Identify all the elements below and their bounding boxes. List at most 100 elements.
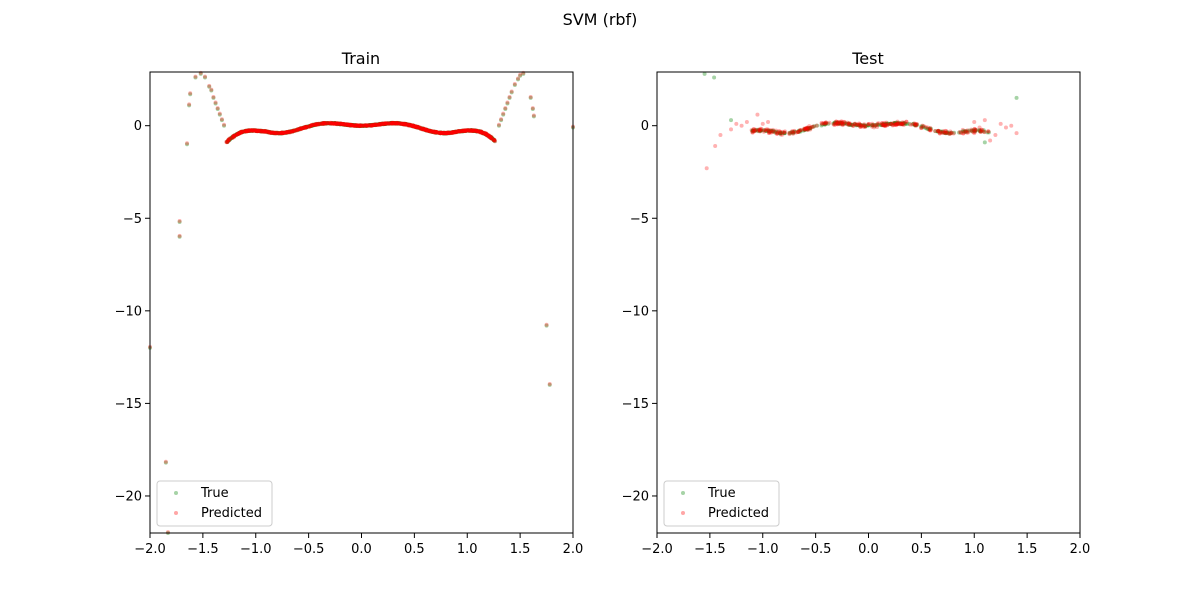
train-predicted-point bbox=[243, 129, 248, 134]
train-predicted-point bbox=[321, 121, 326, 126]
train-predicted-point bbox=[225, 139, 230, 144]
train-predicted-point bbox=[239, 129, 244, 134]
test-predicted-point bbox=[803, 126, 808, 131]
train-true-point bbox=[503, 107, 508, 112]
train-predicted-point bbox=[321, 121, 326, 126]
train-true-point bbox=[363, 123, 368, 128]
train-predicted-point bbox=[283, 130, 288, 135]
train-predicted-point bbox=[364, 123, 369, 128]
train-true-point bbox=[312, 122, 317, 127]
train-predicted-point bbox=[410, 124, 415, 129]
train-true-point bbox=[277, 131, 282, 136]
test-true-point bbox=[892, 120, 897, 125]
test-predicted-point bbox=[713, 144, 718, 149]
train-predicted-point bbox=[394, 120, 399, 125]
train-true-point bbox=[461, 129, 466, 134]
train-true-point bbox=[369, 123, 374, 128]
test-true-point bbox=[883, 123, 888, 128]
train-predicted-point bbox=[348, 122, 353, 127]
train-predicted-point bbox=[369, 123, 374, 128]
test-true-point bbox=[754, 127, 759, 132]
train-predicted-point bbox=[443, 131, 448, 136]
train-predicted-point bbox=[456, 129, 461, 134]
test-predicted-point bbox=[933, 128, 938, 133]
train-true-point bbox=[359, 123, 364, 128]
train-true-point bbox=[341, 122, 346, 127]
test-predicted-point bbox=[757, 129, 762, 134]
train-true-point bbox=[323, 121, 328, 126]
train-true-point bbox=[326, 121, 331, 126]
train-predicted-point bbox=[421, 127, 426, 132]
test-true-point bbox=[846, 121, 851, 126]
test-true-point bbox=[857, 123, 862, 128]
train-predicted-point bbox=[480, 130, 485, 135]
test-predicted-point bbox=[759, 127, 764, 132]
train-true-point bbox=[404, 122, 409, 127]
train-predicted-point bbox=[426, 129, 431, 134]
test-true-point bbox=[1014, 95, 1019, 100]
train-predicted-point bbox=[268, 130, 273, 135]
train-true-point bbox=[278, 131, 283, 136]
train-predicted-point bbox=[369, 123, 374, 128]
train-true-point bbox=[474, 128, 479, 133]
test-true-point bbox=[898, 121, 903, 126]
train-true-point bbox=[359, 123, 364, 128]
train-true-point bbox=[226, 138, 231, 143]
train-predicted-point bbox=[355, 123, 360, 128]
train-predicted-point bbox=[358, 123, 363, 128]
train-predicted-point bbox=[392, 121, 397, 126]
train-true-point bbox=[245, 129, 250, 134]
test-predicted-point bbox=[756, 128, 761, 133]
train-true-point bbox=[441, 131, 446, 136]
test-true-point bbox=[900, 121, 905, 126]
test-predicted-point bbox=[961, 131, 966, 136]
train-true-point bbox=[259, 129, 264, 134]
train-true-point bbox=[234, 132, 239, 137]
train-true-point bbox=[445, 130, 450, 135]
train-predicted-point bbox=[313, 122, 318, 127]
train-true-point bbox=[507, 95, 512, 100]
train-predicted-point bbox=[261, 129, 266, 134]
train-true-point bbox=[372, 122, 377, 127]
train-predicted-point bbox=[344, 122, 349, 127]
train-predicted-point bbox=[457, 129, 462, 134]
train-predicted-point bbox=[394, 121, 399, 126]
train-true-point bbox=[469, 128, 474, 133]
train-true-point bbox=[430, 129, 435, 134]
test-predicted-point bbox=[758, 126, 763, 131]
train-predicted-point bbox=[470, 128, 475, 133]
train-true-point bbox=[227, 137, 232, 142]
train-predicted-point bbox=[250, 128, 255, 133]
train-predicted-point bbox=[467, 128, 472, 133]
train-predicted-point bbox=[237, 131, 242, 136]
train-true-point bbox=[338, 122, 343, 127]
test-predicted-point bbox=[936, 128, 941, 133]
train-predicted-point bbox=[415, 125, 420, 130]
train-true-point bbox=[249, 128, 254, 133]
train-ytick-label: 0 bbox=[134, 119, 142, 134]
train-true-point bbox=[414, 125, 419, 130]
train-predicted-point bbox=[271, 130, 276, 135]
test-legend-true-label: True bbox=[707, 486, 736, 501]
test-true-point bbox=[796, 128, 801, 133]
train-predicted-point bbox=[351, 123, 356, 128]
test-true-point bbox=[750, 128, 755, 133]
train-predicted-point bbox=[499, 117, 504, 122]
test-predicted-point bbox=[861, 125, 866, 130]
train-predicted-point bbox=[390, 121, 395, 126]
test-predicted-point bbox=[808, 125, 813, 130]
test-predicted-point bbox=[884, 123, 889, 128]
train-predicted-point bbox=[380, 121, 385, 126]
test-predicted-point bbox=[890, 123, 895, 128]
train-true-point bbox=[442, 130, 447, 135]
train-predicted-point bbox=[403, 122, 408, 127]
test-true-point bbox=[945, 130, 950, 135]
train-predicted-point bbox=[300, 126, 305, 131]
test-true-point bbox=[832, 121, 837, 126]
train-true-point bbox=[292, 128, 297, 133]
train-predicted-point bbox=[483, 132, 488, 137]
train-true-point bbox=[291, 128, 296, 133]
train-predicted-point bbox=[249, 128, 254, 133]
train-predicted-point bbox=[469, 128, 474, 133]
train-predicted-point bbox=[380, 121, 385, 126]
